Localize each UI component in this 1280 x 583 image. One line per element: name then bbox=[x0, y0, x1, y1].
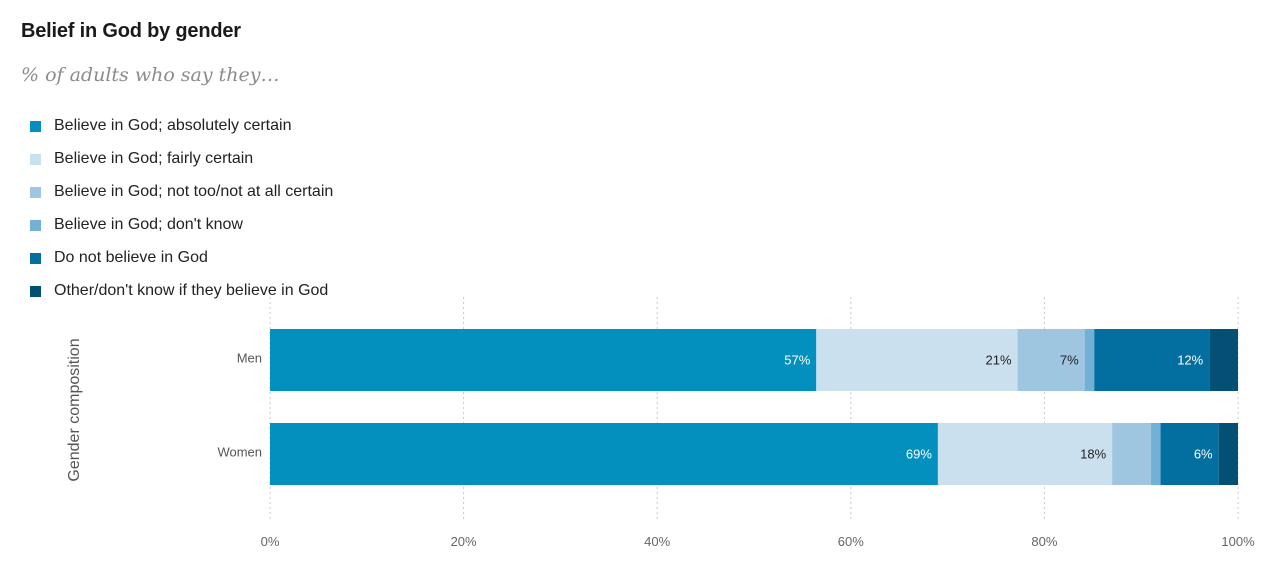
bar-segment bbox=[816, 329, 1018, 391]
bar-segment bbox=[1112, 423, 1151, 485]
bar-segment bbox=[1160, 423, 1219, 485]
legend-swatch bbox=[30, 154, 41, 165]
x-tick-label: 80% bbox=[1031, 534, 1057, 549]
bar-segment bbox=[1218, 423, 1238, 485]
legend-label: Believe in God; don't know bbox=[54, 216, 243, 233]
data-label: 18% bbox=[1080, 446, 1106, 461]
legend-swatch bbox=[30, 220, 41, 231]
x-tick-label: 40% bbox=[644, 534, 670, 549]
category-label: Men bbox=[237, 350, 262, 365]
legend-swatch bbox=[30, 253, 41, 264]
x-tick-label: 60% bbox=[838, 534, 864, 549]
legend-label: Believe in God; fairly certain bbox=[54, 150, 254, 167]
x-tick-label: 0% bbox=[261, 534, 280, 549]
x-tick-label: 100% bbox=[1221, 534, 1255, 549]
bar-segment bbox=[1209, 329, 1238, 391]
data-label: 69% bbox=[906, 446, 932, 461]
bar-segment bbox=[1084, 329, 1095, 391]
legend-label: Believe in God; absolutely certain bbox=[54, 117, 292, 134]
legend-swatch bbox=[30, 187, 41, 198]
data-label: 21% bbox=[986, 352, 1012, 367]
data-label: 6% bbox=[1194, 446, 1213, 461]
bar-segment bbox=[270, 329, 817, 391]
x-tick-label: 20% bbox=[451, 534, 477, 549]
bar-segment bbox=[937, 423, 1113, 485]
data-label: 57% bbox=[784, 352, 810, 367]
chart-subtitle: % of adults who say they… bbox=[21, 64, 280, 86]
legend-label: Believe in God; not too/not at all certa… bbox=[54, 183, 334, 200]
legend-swatch bbox=[30, 286, 41, 297]
legend-swatch bbox=[30, 121, 41, 132]
legend-label: Other/don't know if they believe in God bbox=[54, 282, 329, 299]
bar-segment bbox=[270, 423, 938, 485]
data-label: 12% bbox=[1177, 352, 1203, 367]
chart-title: Belief in God by gender bbox=[21, 20, 241, 42]
category-label: Women bbox=[217, 444, 262, 459]
bar-segment bbox=[1150, 423, 1161, 485]
legend-label: Do not believe in God bbox=[54, 249, 208, 266]
bar-segment bbox=[1017, 329, 1085, 391]
bar-segment bbox=[1094, 329, 1210, 391]
data-label: 7% bbox=[1060, 352, 1079, 367]
